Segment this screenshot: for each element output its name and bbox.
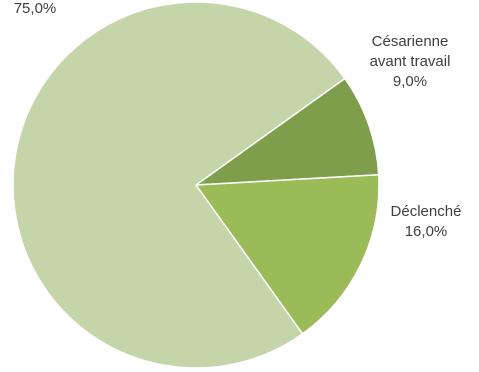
pie-slice-2 [12,1,346,369]
pie-label-category: Césarienne [372,33,449,50]
pie-label-1: Déclenché 16,0% [391,203,462,240]
pie-slice-0 [193,77,380,186]
pie-data-labels: Césarienne avant travail 9,0% Déclenché 16,0… [14,0,462,240]
pie-label-category: Déclenché [391,203,462,220]
pie-slice-1 [194,173,380,335]
pie-label-2: 75,0% [14,0,57,17]
pie-label-value: 16,0% [405,223,448,240]
pie-label-value: 9,0% [393,73,427,90]
pie-label-value: 75,0% [14,0,57,17]
pie-label-0: Césarienne avant travail 9,0% [370,33,451,90]
pie-label-category: avant travail [370,53,451,70]
pie-slices [12,1,380,369]
